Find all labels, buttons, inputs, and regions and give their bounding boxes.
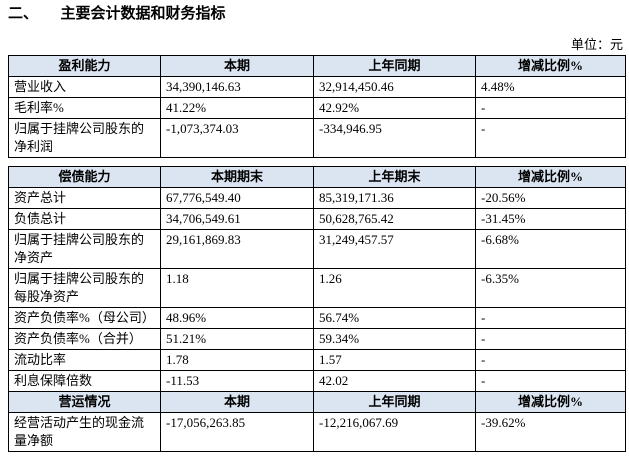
value-cell: -12,216,067.69 — [313, 412, 476, 452]
financial-table: 盈利能力 本期 上年同期 增减比例% 营业收入 34,390,146.63 32,914,4… — [8, 55, 626, 158]
data-row: 营业收入 34,390,146.63 32,914,450.46 4.48% — [8, 76, 626, 98]
financial-table: 偿债能力 本期期末 上年期末 增减比例% 资产总计 67,776,549.40 85,319… — [8, 166, 626, 452]
header-cell: 增减比例% — [475, 391, 626, 413]
value-cell: -6.35% — [475, 268, 626, 308]
value-cell: 50,628,765.42 — [313, 208, 476, 230]
row-label: 归属于挂牌公司股东的每股净资产 — [8, 268, 161, 308]
value-cell: -17,056,263.85 — [160, 412, 314, 452]
header-cell: 偿债能力 — [8, 166, 161, 188]
value-cell: 34,390,146.63 — [160, 76, 314, 98]
header-cell: 营运情况 — [8, 391, 161, 413]
header-row: 偿债能力 本期期末 上年期末 增减比例% — [8, 166, 626, 188]
row-label: 资产负债率%（母公司） — [8, 307, 161, 329]
tables: 盈利能力 本期 上年同期 增减比例% 营业收入 34,390,146.63 32,914,4… — [8, 55, 626, 460]
value-cell: 34,706,549.61 — [160, 208, 314, 230]
value-cell: 56.74% — [313, 307, 476, 329]
value-cell: 1.57 — [313, 349, 476, 371]
value-cell: -11.53 — [160, 370, 314, 392]
data-row: 归属于挂牌公司股东的净资产 29,161,869.83 31,249,457.57-… — [8, 229, 626, 269]
value-cell: 29,161,869.83 — [160, 229, 314, 269]
header-cell: 本期期末 — [160, 166, 314, 188]
table-body: 盈利能力 本期 上年同期 增减比例% 营业收入 34,390,146.63 32,914,4… — [8, 55, 626, 158]
row-label: 资产总计 — [8, 187, 161, 209]
header-cell: 盈利能力 — [8, 55, 161, 77]
value-cell: - — [475, 97, 626, 119]
row-label: 流动比率 — [8, 349, 161, 371]
value-cell: - — [475, 307, 626, 329]
data-row: 归属于挂牌公司股东的每股净资产 1.18 1.26 -6.35% — [8, 268, 626, 308]
row-label: 经营活动产生的现金流量净额 — [8, 412, 161, 452]
value-cell: 1.18 — [160, 268, 314, 308]
value-cell: -20.56% — [475, 187, 626, 209]
row-label: 负债总计 — [8, 208, 161, 230]
value-cell: 32,914,450.46 — [313, 76, 476, 98]
header-cell: 本期 — [160, 55, 314, 77]
value-cell: -6.68% — [475, 229, 626, 269]
value-cell: 67,776,549.40 — [160, 187, 314, 209]
value-cell: 42.92% — [313, 97, 476, 119]
value-cell: 4.48% — [475, 76, 626, 98]
header-row: 营运情况 本期 上年同期 增减比例% — [8, 391, 626, 413]
value-cell: - — [475, 370, 626, 392]
header-cell: 上年同期 — [313, 55, 476, 77]
data-row: 流动比率 1.78 1.57- — [8, 349, 626, 371]
value-cell: 51.21% — [160, 328, 314, 350]
value-cell: - — [475, 118, 626, 158]
data-row: 经营活动产生的现金流量净额 -17,056,263.85 -12,216,067.6… — [8, 412, 626, 452]
header-cell: 增减比例% — [475, 55, 626, 77]
value-cell: 42.02 — [313, 370, 476, 392]
data-row: 负债总计 34,706,549.61 50,628,765.42 -31.45% — [8, 208, 626, 230]
data-row: 资产总计 67,776,549.40 85,319,171.36 -20.56% — [8, 187, 626, 209]
unit-label: 单位：元 — [570, 37, 623, 52]
value-cell: - — [475, 349, 626, 371]
value-cell: -334,946.95 — [313, 118, 476, 158]
data-row: 归属于挂牌公司股东的净利润 -1,073,374.03 -334,946.95- — [8, 118, 626, 158]
section-title: 二、 主要会计数据和财务指标 — [8, 6, 226, 22]
value-cell: 85,319,171.36 — [313, 187, 476, 209]
header-row: 盈利能力 本期 上年同期 增减比例% — [8, 55, 626, 77]
value-cell: 41.22% — [160, 97, 314, 119]
table-body: 偿债能力 本期期末 上年期末 增减比例% 资产总计 67,776,549.40 85,319… — [8, 166, 626, 452]
value-cell: -1,073,374.03 — [160, 118, 314, 158]
data-row: 资产负债率%（母公司） 48.96% 56.74% - — [8, 307, 626, 329]
value-cell: 48.96% — [160, 307, 314, 329]
data-row: 利息保障倍数 -11.53 42.02- — [8, 370, 626, 392]
value-cell: -39.62% — [475, 412, 626, 452]
row-label: 归属于挂牌公司股东的净利润 — [8, 118, 161, 158]
value-cell: - — [475, 328, 626, 350]
row-label: 归属于挂牌公司股东的净资产 — [8, 229, 161, 269]
row-label: 利息保障倍数 — [8, 370, 161, 392]
value-cell: 1.26 — [313, 268, 476, 308]
header-cell: 增减比例% — [475, 166, 626, 188]
row-label: 资产负债率%（合并） — [8, 328, 161, 350]
value-cell: -31.45% — [475, 208, 626, 230]
value-cell: 1.78 — [160, 349, 314, 371]
data-row: 毛利率% 41.22% 42.92% - — [8, 97, 626, 119]
header-cell: 本期 — [160, 391, 314, 413]
value-cell: 59.34% — [313, 328, 476, 350]
header-cell: 上年同期 — [313, 391, 476, 413]
data-row: 资产负债率%（合并） 51.21% 59.34% - — [8, 328, 626, 350]
row-label: 营业收入 — [8, 76, 161, 98]
header-cell: 上年期末 — [313, 166, 476, 188]
row-label: 毛利率% — [8, 97, 161, 119]
value-cell: 31,249,457.57 — [313, 229, 476, 269]
